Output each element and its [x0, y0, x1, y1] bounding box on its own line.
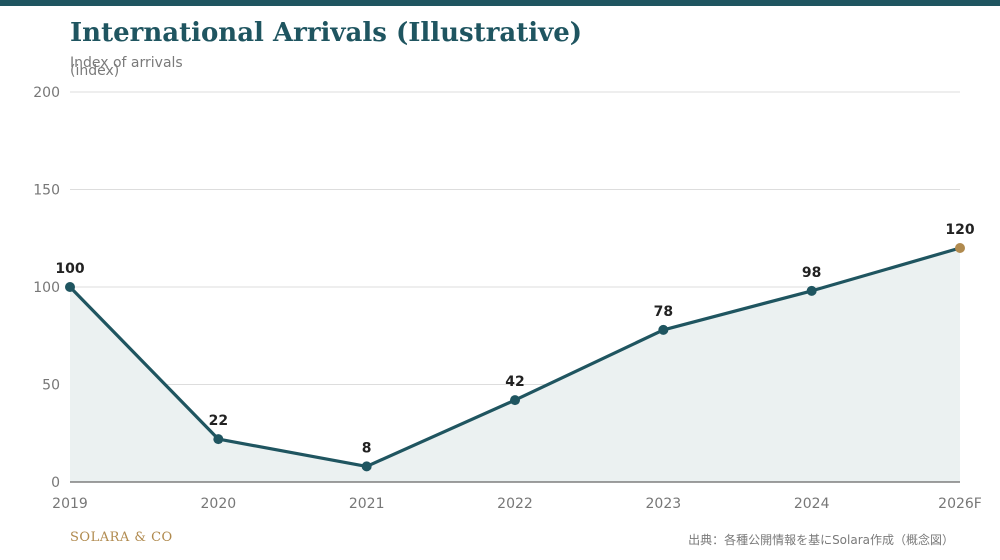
- x-tick-label: 2022: [497, 496, 533, 512]
- x-tick-label: 2026F: [938, 496, 982, 512]
- data-label: 100: [55, 261, 84, 277]
- data-point: [361, 461, 372, 472]
- x-tick-label: 2024: [794, 496, 830, 512]
- y-tick-label: 0: [51, 475, 60, 491]
- chart-subtitle: Index of arrivals: [70, 55, 183, 71]
- data-point: [806, 285, 817, 296]
- y-axis-unit-label: (index): [70, 63, 120, 79]
- x-tick-label: 2023: [646, 496, 682, 512]
- area-fill: [70, 248, 960, 482]
- y-tick-label: 200: [33, 85, 60, 101]
- data-label: 98: [802, 265, 821, 281]
- y-tick-label: 100: [33, 280, 60, 296]
- data-label: 78: [654, 304, 673, 320]
- brand-logo-text: SOLARA & CO: [70, 530, 173, 545]
- data-point: [65, 282, 75, 292]
- chart-title: International Arrivals (Illustrative): [70, 18, 583, 48]
- x-tick-label: 2020: [201, 496, 237, 512]
- data-label: 22: [209, 413, 228, 429]
- top-accent-bar: [0, 0, 1000, 6]
- data-label: 8: [362, 440, 372, 456]
- source-note: 出典：各種公開情報を基にSolara作成（概念図）: [688, 533, 954, 547]
- data-label: 42: [505, 374, 524, 390]
- forecast-data-point: [955, 243, 965, 253]
- data-point: [658, 324, 669, 335]
- data-point: [510, 395, 520, 406]
- data-label: 120: [945, 222, 974, 238]
- x-tick-label: 2019: [52, 496, 88, 512]
- x-tick-label: 2021: [349, 496, 385, 512]
- y-tick-label: 50: [42, 378, 60, 394]
- y-tick-label: 150: [33, 183, 60, 199]
- data-point: [213, 434, 224, 445]
